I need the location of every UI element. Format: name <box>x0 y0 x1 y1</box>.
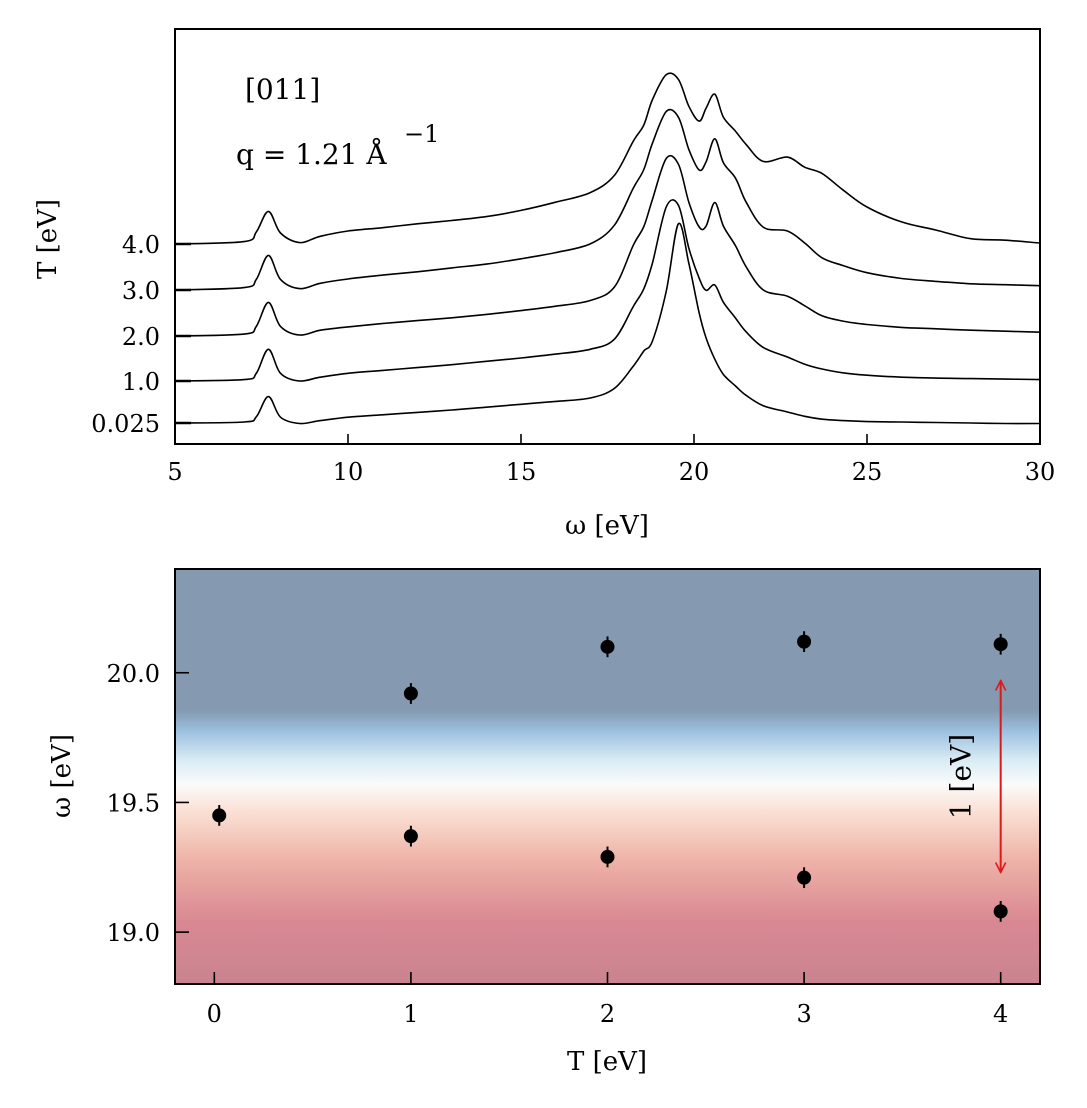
peak-point-0-0 <box>212 808 227 823</box>
q-annotation-exponent: −1 <box>404 120 439 148</box>
direction-annotation: [011] <box>245 73 320 106</box>
spectra-y-tick-label-2: 2.0 <box>122 323 160 351</box>
peaks-x-tick-label-1: 1 <box>403 1000 418 1028</box>
spectra-panel: 5 10 15 20 25 30 4.0 3.0 2.0 1.0 0.025 [011] q = … <box>33 28 1055 541</box>
spectra-y-tick-label-0: 4.0 <box>122 231 160 259</box>
peak-points <box>212 631 1008 922</box>
spectrum-curve-4 <box>174 222 1041 425</box>
peaks-panel: 0 1 2 3 4 19.0 19.5 20.0 1 [eV] T [eV] ω [eV] <box>47 568 1041 1077</box>
spectra-x-ticks: 5 10 15 20 25 30 <box>167 434 1055 486</box>
spectra-y-tick-label-1: 3.0 <box>122 277 160 305</box>
spectra-x-tick-label-1: 10 <box>333 458 364 486</box>
peak-point-1-2 <box>797 634 812 649</box>
peaks-x-label: T [eV] <box>567 1047 647 1077</box>
peaks-x-tick-label-2: 2 <box>600 1000 615 1028</box>
spectra-x-tick-label-0: 5 <box>167 458 182 486</box>
peaks-background-gradient <box>175 569 1040 984</box>
spectrum-curve-2 <box>174 154 1041 337</box>
q-annotation: q = 1.21 Å <box>236 138 387 171</box>
peak-point-0-1 <box>403 829 418 844</box>
spectra-y-tick-label-4: 0.025 <box>91 410 160 438</box>
peak-point-1-1 <box>600 639 615 654</box>
peak-point-1-0 <box>403 686 418 701</box>
spectra-curves <box>174 72 1041 425</box>
peaks-x-tick-label-4: 4 <box>993 1000 1008 1028</box>
peaks-x-tick-label-3: 3 <box>796 1000 811 1028</box>
spectra-x-tick-label-5: 30 <box>1025 458 1056 486</box>
spectra-x-label: ω [eV] <box>565 511 649 541</box>
peaks-y-tick-label-1: 19.5 <box>107 789 160 817</box>
spectra-x-tick-label-2: 15 <box>506 458 537 486</box>
peaks-x-ticks: 0 1 2 3 4 <box>207 972 1008 1028</box>
peaks-y-ticks: 19.0 19.5 20.0 <box>107 660 189 947</box>
spectra-y-label: T [eV] <box>33 199 63 279</box>
peak-point-0-3 <box>797 870 812 885</box>
peaks-y-label: ω [eV] <box>47 734 77 818</box>
peak-point-0-4 <box>993 904 1008 919</box>
peaks-y-tick-label-0: 19.0 <box>107 919 160 947</box>
gap-label: 1 [eV] <box>945 734 978 819</box>
spectra-y-tick-label-3: 1.0 <box>122 368 160 396</box>
spectra-x-tick-label-3: 20 <box>679 458 710 486</box>
spectra-y-ticks: 4.0 3.0 2.0 1.0 0.025 <box>91 231 191 438</box>
spectrum-curve-1 <box>174 108 1041 291</box>
peak-point-0-2 <box>600 849 615 864</box>
spectra-x-tick-label-4: 25 <box>852 458 883 486</box>
peak-point-1-3 <box>993 637 1008 652</box>
spectrum-curve-3 <box>174 199 1041 382</box>
peaks-y-tick-label-2: 20.0 <box>107 660 160 688</box>
spectrum-curve-0 <box>174 72 1041 245</box>
peaks-axes-frame <box>174 568 1041 985</box>
spectra-axes-frame <box>174 28 1041 445</box>
peaks-x-tick-label-0: 0 <box>207 1000 222 1028</box>
